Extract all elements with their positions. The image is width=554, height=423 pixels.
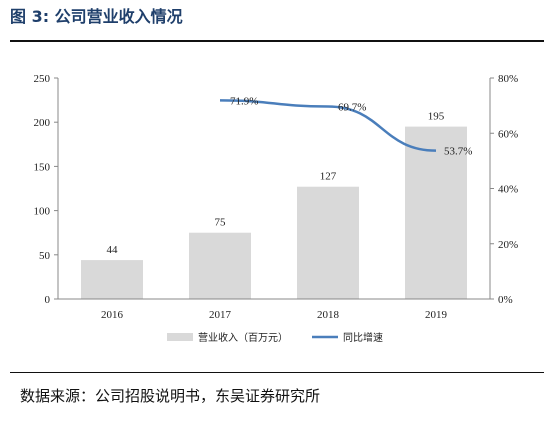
bar-2018 — [297, 186, 359, 299]
left-tick-label: 0 — [45, 294, 51, 306]
bar-2016 — [81, 260, 143, 299]
chart: 0 50 100 150 200 250 0% 20% 40% 60% 80% 44 75 127 19… — [34, 73, 519, 344]
bar-value-label: 127 — [320, 171, 337, 183]
left-tick-label: 100 — [34, 206, 51, 218]
right-tick-label: 80% — [498, 73, 518, 85]
figure-title: 图 3: 公司营业收入情况 — [10, 7, 183, 26]
right-tick-label: 0% — [498, 294, 513, 306]
left-tick-label: 150 — [34, 161, 51, 173]
bar-2019 — [405, 126, 467, 300]
bar-value-label: 75 — [215, 217, 227, 229]
category-label: 2017 — [209, 309, 232, 321]
right-axis: 0% 20% 40% 60% 80% — [489, 73, 518, 306]
right-tick-label: 40% — [498, 184, 518, 196]
legend-label-growth: 同比增速 — [343, 331, 383, 344]
growth-line: 71.9% 69.7% 53.7% — [219, 95, 472, 158]
category-label: 2018 — [317, 309, 340, 321]
left-tick-label: 200 — [34, 117, 51, 129]
legend-swatch-revenue — [167, 333, 193, 341]
left-tick-label: 250 — [34, 73, 51, 85]
x-axis: 2016 2017 2018 2019 — [58, 298, 490, 321]
legend: 营业收入（百万元） 同比增速 — [167, 331, 383, 344]
bars: 44 75 127 195 — [81, 111, 467, 300]
category-label: 2016 — [101, 309, 124, 321]
growth-value-label: 71.9% — [230, 95, 258, 107]
source-note: 数据来源：公司招股说明书，东吴证券研究所 — [20, 387, 321, 405]
title-rule — [10, 40, 544, 42]
legend-label-revenue: 营业收入（百万元） — [198, 331, 288, 344]
right-tick-label: 60% — [498, 128, 518, 140]
bar-value-label: 44 — [107, 244, 119, 256]
growth-line-path — [219, 99, 437, 152]
bar-value-label: 195 — [428, 111, 445, 123]
category-label: 2019 — [425, 309, 448, 321]
left-axis: 0 50 100 150 200 250 — [34, 73, 59, 306]
growth-value-label: 53.7% — [444, 146, 472, 158]
source-rule — [10, 372, 544, 373]
growth-value-label: 69.7% — [338, 101, 366, 113]
right-tick-label: 20% — [498, 239, 518, 251]
left-tick-label: 50 — [39, 250, 51, 262]
bar-2017 — [189, 232, 251, 299]
